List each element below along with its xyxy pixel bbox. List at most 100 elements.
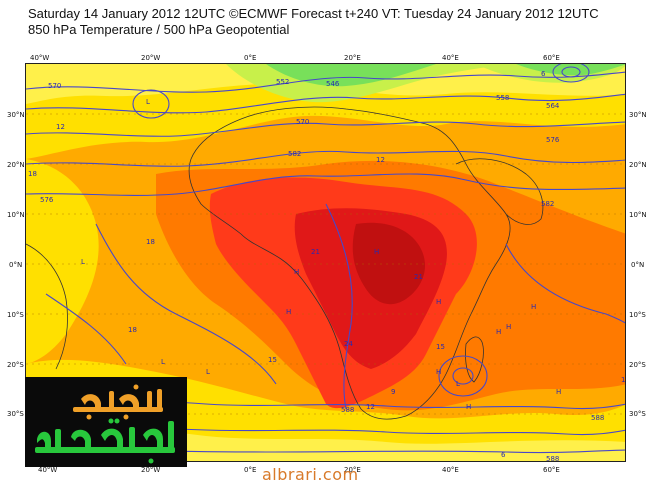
left-lat-label: 0°N	[9, 261, 23, 269]
contour-line	[26, 93, 625, 114]
temperature-label: 24	[344, 340, 353, 348]
contour-line	[26, 150, 625, 167]
bottom-lon-label: 60°E	[543, 466, 560, 474]
watermark-text[interactable]: albrari.com	[262, 465, 359, 484]
right-lat-label: 30°N	[629, 111, 647, 119]
top-lon-label: 40°E	[442, 54, 459, 62]
contour-closed-low-inner	[561, 66, 581, 78]
geopotential-label: 576	[40, 196, 54, 204]
high-marker: H	[436, 368, 441, 376]
high-marker: H	[531, 303, 536, 311]
right-lat-label: 0°N	[631, 261, 645, 269]
temp-contour-line	[505, 243, 625, 324]
high-marker: H	[436, 298, 441, 306]
temperature-label: 15	[436, 343, 445, 351]
left-lat-label: 30°S	[7, 410, 24, 418]
colder-green-ne	[516, 64, 625, 76]
temp-contour-line	[325, 203, 353, 410]
left-lat-label: 20°S	[7, 361, 24, 369]
temperature-label: 18	[28, 170, 37, 178]
temperature-label: 18	[146, 238, 155, 246]
top-lon-label: 0°E	[244, 54, 257, 62]
logo-lower-word	[35, 418, 175, 464]
left-lat-label: 10°N	[7, 211, 25, 219]
logo-background	[25, 377, 187, 467]
geopotential-label: 558	[496, 94, 509, 102]
temperature-label: 12	[56, 123, 65, 131]
geopotential-label: 588	[341, 406, 354, 414]
logo-art	[25, 377, 187, 467]
extreme-zone	[352, 222, 426, 305]
contour-closed-low	[552, 64, 590, 83]
west-ocean-yellow	[26, 159, 99, 364]
geopotential-label: 546	[326, 80, 340, 88]
bottom-lon-label: 0°E	[244, 466, 257, 474]
africa-coastline	[188, 106, 511, 420]
geopotential-label: 552	[276, 78, 289, 86]
bottom-lon-label: 40°W	[38, 466, 58, 474]
top-lon-label: 20°E	[344, 54, 361, 62]
chart-title: Saturday 14 January 2012 12UTC ©ECMWF Fo…	[28, 6, 599, 21]
south-america-coastline	[26, 243, 68, 370]
high-marker: H	[466, 403, 471, 411]
top-lon-label: 40°W	[30, 54, 50, 62]
temp-contour-line	[45, 293, 127, 365]
contour-labels: 570 546 552 558 564 570 576 582 576 582 …	[28, 70, 626, 462]
pressure-markers: L L H H H H H H L L H H H L H	[81, 98, 561, 411]
geopotential-label: 582	[288, 150, 301, 158]
temperature-label: 12	[621, 376, 626, 384]
geopotential-label: 570	[48, 82, 61, 90]
temperature-label: 21	[414, 273, 423, 281]
bottom-lon-label: 20°E	[344, 466, 361, 474]
high-marker: H	[556, 388, 561, 396]
temperature-label: 9	[391, 388, 395, 396]
geopotential-label: 570	[296, 118, 309, 126]
left-lat-label: 30°N	[7, 111, 25, 119]
temperature-label: 21	[311, 248, 320, 256]
arabia-coastline	[455, 158, 544, 225]
high-marker: H	[294, 268, 299, 276]
contour-closed-west	[132, 89, 170, 119]
geopotential-label: 564	[546, 102, 560, 110]
contour-line	[26, 121, 625, 137]
low-marker: L	[456, 380, 460, 388]
geopotential-label: 588	[591, 414, 604, 422]
geopotential-label: 576	[546, 136, 560, 144]
temperature-label: 6	[541, 70, 546, 78]
high-marker: H	[374, 248, 379, 256]
right-lat-label: 20°N	[629, 161, 647, 169]
bottom-lon-label: 20°W	[141, 466, 161, 474]
temperature-label: 12	[366, 403, 375, 411]
low-marker: L	[206, 368, 210, 376]
right-lat-label: 20°S	[629, 361, 646, 369]
left-lat-label: 10°S	[7, 311, 24, 319]
geopotential-label: 582	[541, 200, 554, 208]
graticule	[26, 113, 625, 415]
contour-line	[26, 71, 625, 93]
high-marker: H	[496, 328, 501, 336]
contour-line	[26, 173, 625, 196]
chart-subtitle: 850 hPa Temperature / 500 hPa Geopotenti…	[28, 22, 290, 37]
temperature-label: 15	[268, 356, 277, 364]
right-lat-label: 10°N	[629, 211, 647, 219]
high-marker: H	[506, 323, 511, 331]
top-lon-label: 60°E	[543, 54, 560, 62]
right-lat-label: 10°S	[629, 311, 646, 319]
temperature-label: 12	[376, 156, 385, 164]
low-marker: L	[146, 98, 150, 106]
low-marker: L	[81, 258, 85, 266]
top-lon-label: 20°W	[141, 54, 161, 62]
left-lat-label: 20°N	[7, 161, 25, 169]
temperature-label: 18	[128, 326, 137, 334]
contour-closed-madagascar	[438, 355, 488, 397]
geopotential-label: 588	[546, 455, 559, 462]
contour-closed-madagascar-inner	[452, 367, 474, 385]
albrari-logo	[25, 377, 187, 467]
bottom-lon-label: 40°E	[442, 466, 459, 474]
low-marker: L	[161, 358, 165, 366]
right-lat-label: 30°S	[629, 410, 646, 418]
high-marker: H	[286, 308, 291, 316]
geopotential-label: 6	[501, 451, 506, 459]
logo-upper-word	[73, 384, 163, 420]
chart-header: Saturday 14 January 2012 12UTC ©ECMWF Fo…	[28, 6, 599, 38]
